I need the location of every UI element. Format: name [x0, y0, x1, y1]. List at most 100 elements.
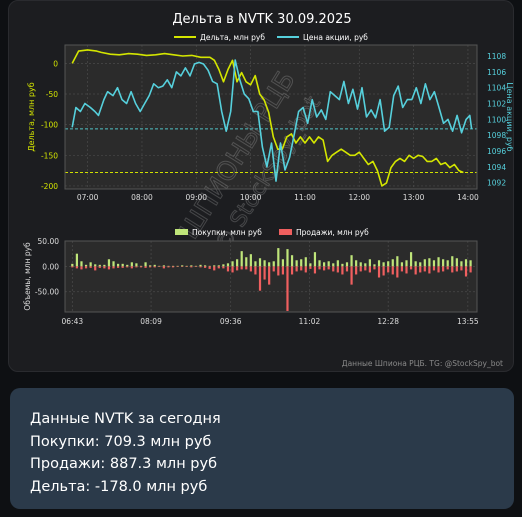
buy-bar — [226, 263, 230, 267]
top-y2-tick: 1092 — [487, 179, 506, 188]
buy-bar — [263, 260, 266, 267]
sell-bar — [364, 266, 367, 271]
buy-bar — [446, 260, 449, 267]
top-legend: Дельта, млн руб Цена акции, руб — [174, 33, 368, 42]
sell-bar — [217, 266, 220, 269]
bottom-plot-frame — [64, 240, 478, 313]
top-x-tick: 07:00 — [77, 193, 99, 202]
top-y2-tick: 1098 — [487, 131, 506, 140]
top-y-tick: -200 — [41, 182, 58, 191]
buy-bar — [419, 262, 422, 267]
top-y-tick: -150 — [41, 151, 58, 160]
sell-bar — [359, 266, 362, 272]
sell-bar — [272, 266, 275, 272]
buy-bar — [217, 265, 220, 267]
legend-delta-label: Дельта, млн руб — [200, 33, 265, 42]
buy-bar — [382, 262, 385, 267]
top-y2-tick: 1104 — [487, 84, 506, 93]
sell-bar — [185, 266, 188, 267]
buy-bar — [185, 265, 188, 267]
sell-bar — [377, 266, 381, 278]
sell-bar — [286, 266, 289, 311]
sell-bar — [469, 266, 472, 273]
bottom-y-tick: 50.00 — [38, 237, 60, 246]
top-y2-tick: 1108 — [487, 52, 506, 61]
buy-bar — [162, 265, 165, 267]
sell-bar — [327, 266, 330, 270]
buy-bar — [222, 264, 225, 267]
buy-bar — [281, 259, 285, 267]
sell-bar — [345, 266, 349, 272]
sell-bar — [268, 266, 271, 285]
buy-bar — [158, 265, 161, 267]
buy-bar — [318, 260, 321, 267]
delta-line — [71, 49, 464, 187]
buy-bar — [469, 260, 472, 267]
sell-bar — [281, 266, 285, 275]
buy-bar — [313, 252, 317, 267]
buy-bar — [117, 263, 120, 267]
buy-bar — [249, 254, 252, 267]
bottom-x-tick: 11:02 — [299, 317, 321, 326]
buy-bar — [71, 263, 74, 267]
sell-bar — [414, 266, 417, 275]
sell-bar — [158, 266, 161, 267]
buy-bar — [181, 265, 184, 267]
sell-bar — [181, 266, 184, 267]
buy-bar — [75, 253, 79, 267]
buy-bar — [194, 265, 198, 267]
top-y2-tick: 1094 — [487, 163, 506, 172]
sell-bar — [290, 266, 294, 275]
sell-bar — [428, 266, 431, 274]
sell-bar — [295, 266, 298, 272]
summary-buys: Покупки: 709.3 млн руб — [30, 433, 212, 450]
top-y2-tick: 1100 — [487, 115, 506, 124]
buy-bar — [103, 264, 106, 267]
sell-bar — [162, 266, 165, 269]
sell-bar — [153, 266, 156, 268]
sell-bar — [464, 266, 468, 277]
top-ylabel: Дельта, млн руб — [27, 82, 36, 151]
top-y2-tick: 1096 — [487, 147, 506, 156]
buy-bar — [89, 262, 92, 267]
buy-bar — [364, 263, 367, 267]
sell-bar — [135, 266, 138, 268]
sell-bar — [451, 266, 454, 273]
buy-bar — [414, 261, 417, 267]
buy-bar — [341, 263, 344, 267]
bottom-y-tick: -50.00 — [35, 288, 59, 297]
sell-bar — [446, 266, 449, 270]
top-x-tick: 12:00 — [348, 193, 370, 202]
sell-bar — [117, 266, 120, 268]
sell-bar — [213, 266, 216, 271]
sell-bar — [75, 266, 79, 269]
top-plot-area — [65, 45, 477, 189]
top-x-tick: 09:00 — [185, 193, 207, 202]
buy-bar — [451, 256, 454, 267]
buy-bar — [423, 259, 426, 267]
sell-bar — [460, 266, 463, 271]
sell-bar — [400, 266, 404, 272]
buy-bar — [359, 262, 362, 267]
buy-bar — [350, 255, 353, 267]
buy-bar — [336, 260, 339, 267]
buy-bar — [368, 259, 371, 267]
buy-bar — [309, 263, 312, 267]
top-x-tick: 14:00 — [457, 193, 479, 202]
legend-price-label: Цена акции, руб — [303, 33, 368, 42]
sell-bar — [332, 266, 335, 272]
sell-bar — [226, 266, 230, 272]
buy-bar — [272, 261, 275, 267]
sell-bar — [323, 266, 326, 271]
buy-bar — [373, 264, 376, 267]
chart-card: Дельта в NVTK 30.09.2025 ШПИОНЫ РЦБ © Stoc… — [8, 0, 514, 372]
buy-bar — [455, 258, 458, 267]
buy-bar — [405, 260, 408, 267]
buy-bar — [213, 265, 216, 267]
bottom-x-tick: 12:28 — [377, 317, 399, 326]
sell-bar — [423, 266, 426, 272]
sell-bar — [144, 266, 147, 268]
summary-sells: Продажи: 887.3 млн руб — [30, 456, 218, 472]
sell-bar — [171, 266, 175, 268]
sell-bar — [391, 266, 394, 275]
